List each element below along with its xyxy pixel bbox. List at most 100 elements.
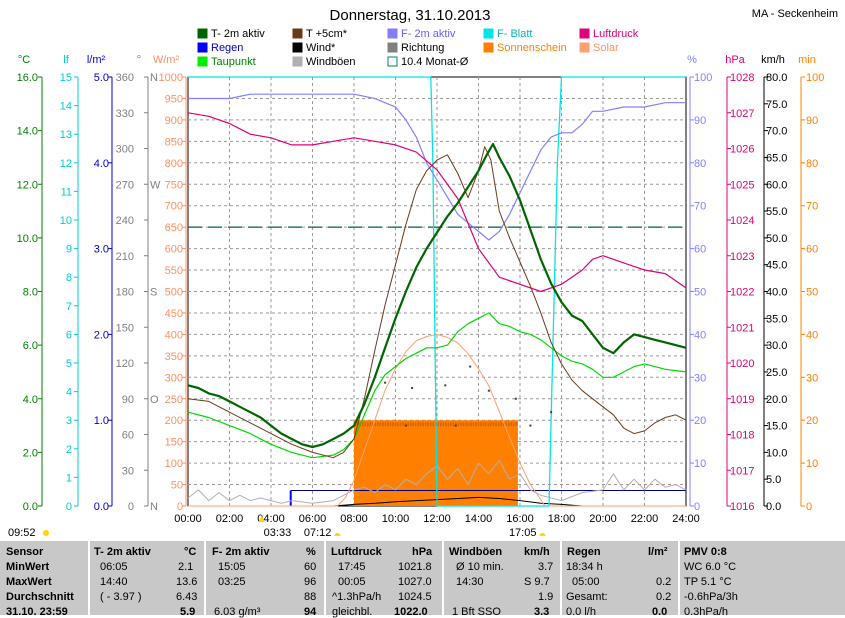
axis-tick-label-wind: 50.0	[766, 233, 787, 245]
legend-swatch	[387, 42, 398, 53]
chart-legend: T- 2m aktiv T +5cm* F- 2m aktiv F- Blatt Luf…	[197, 28, 639, 68]
axis-tick-label-wind: 40.0	[766, 287, 787, 299]
axis-tick-label-temp: 8.0	[23, 287, 38, 299]
legend-label: F- 2m aktiv	[401, 28, 456, 40]
stats-row-label-last: 31.10. 23:59	[6, 606, 68, 618]
legend-label: Regen	[211, 42, 243, 54]
legend-label: Windböen	[306, 56, 356, 68]
x-tick-label: 24:00	[672, 513, 700, 525]
axis-tick-label-lf: 13	[60, 129, 72, 141]
axis-tick-label-solar: 950	[165, 93, 183, 105]
legend-swatch	[483, 42, 494, 53]
axis-tick-label-wind: 25.0	[766, 367, 787, 379]
axis-tick-label-rain: 5.0	[94, 72, 109, 84]
axis-tick-label-press: 1016	[730, 501, 754, 513]
axis-tick-label-press: 1019	[730, 394, 754, 406]
legend-swatch	[579, 42, 590, 53]
stats-t2m-avg-note: ( - 3.97 )	[100, 591, 142, 603]
axis-tick-label-dir: 60	[122, 430, 134, 442]
legend-swatch	[579, 28, 590, 39]
stats-t2m-avg-value: 6.43	[176, 591, 198, 603]
wind-direction-point	[550, 411, 553, 414]
axis-tick-label-hum: 50	[694, 287, 706, 299]
stats-rain-last-value: 0.0	[652, 606, 668, 618]
axis-unit-temp: °C	[18, 54, 30, 66]
axis-tick-label-hum: 40	[694, 329, 706, 341]
axis-unit-rain: l/m²	[87, 54, 106, 66]
legend-swatch	[292, 28, 303, 39]
stats-f2m-min-time: 15:05	[218, 561, 246, 573]
axis-tick-label-hum: 30	[694, 372, 706, 384]
wind-direction-point	[404, 424, 407, 427]
axis-tick-label-lf: 2	[66, 444, 72, 456]
axis-tick-label-min: 20	[806, 415, 818, 427]
stats-pmv-r1: WC 6.0 °C	[684, 561, 737, 573]
axis-tick-label-wind: 35.0	[766, 313, 787, 325]
statistics-panel: Sensor MinWert MaxWert Durchschnitt 31.1…	[0, 541, 845, 618]
axis-tick-label-rain: 1.0	[94, 415, 109, 427]
legend-swatch	[483, 28, 494, 39]
axis-tick-label-lf: 5	[66, 358, 72, 370]
axis-tick-label-hum: 0	[694, 501, 700, 513]
legend-label: Taupunkt	[211, 56, 256, 68]
axis-tick-label-wind: 80.0	[766, 72, 787, 84]
axis-tick-label-press: 1021	[730, 322, 754, 334]
axis-tick-label-press: 1025	[730, 179, 754, 191]
axis-tick-label-rain: 2.0	[94, 329, 109, 341]
series-line-wind-	[188, 496, 686, 507]
stats-wind-last-note: 1 Bft SSO	[452, 606, 501, 618]
axis-tick-label-min: 90	[806, 115, 818, 127]
stats-f2m-last-value: 94	[304, 606, 317, 618]
legend-label: Solar	[593, 42, 619, 54]
stats-press-unit: hPa	[412, 546, 433, 558]
axis-tick-label-lf: 11	[61, 186, 72, 198]
series-line-luftdruck	[187, 112, 687, 293]
axis-unit-dir: °	[137, 54, 141, 66]
axis-tick-label-min: 30	[806, 372, 818, 384]
wind-direction-point	[444, 384, 447, 387]
axis-tick-label-press: 1020	[730, 358, 754, 370]
series-line-f-blatt	[188, 76, 686, 507]
axis-tick-label-wind: 65.0	[766, 152, 787, 164]
wind-direction-point	[384, 381, 387, 384]
weather-chart: Donnerstag, 31.10.2013 MA - Seckenheim T…	[8, 7, 838, 536]
axis-tick-label-hum: 80	[694, 158, 706, 170]
station-location: MA - Seckenheim	[752, 8, 838, 20]
axis-tick-label-wind: 10.0	[766, 447, 787, 459]
sunset-icon	[539, 533, 546, 536]
axis-unit-min: min	[798, 54, 816, 66]
plot-area	[187, 76, 687, 507]
moonset-time: 09:52	[8, 527, 36, 536]
axis-tick-label-rain: 0.0	[94, 501, 109, 513]
stats-press-last-value: 1022.0	[394, 606, 428, 618]
stats-wind-unit: km/h	[524, 546, 550, 558]
axis-tick-label-min: 10	[806, 458, 818, 470]
axis-tick-label-wind: 45.0	[766, 260, 787, 272]
legend-swatch	[292, 42, 303, 53]
axis-tick-label-lf: 14	[60, 101, 72, 113]
stats-rain-r1-time: 18:34 h	[566, 561, 603, 573]
series-line-windb-en	[187, 459, 687, 504]
stats-wind-title: Windböen	[449, 546, 503, 558]
axis-tick-label-lf: 4	[66, 387, 72, 399]
legend-label: Sonnenschein	[497, 42, 567, 54]
axis-tick-label-solar: 850	[165, 136, 183, 148]
legend-label: Wind*	[306, 42, 336, 54]
stats-pmv-r2: TP 5.1 °C	[684, 576, 732, 588]
stats-pmv-r3: -0.6hPa/3h	[684, 591, 738, 603]
chart-axes: 0.02.04.06.08.010.012.014.016.0012345678…	[8, 54, 824, 536]
axis-tick-label-temp: 2.0	[23, 447, 38, 459]
direction-letter: S	[150, 287, 157, 299]
axis-tick-label-solar: 450	[165, 308, 183, 320]
stats-t2m-min-time: 06:05	[100, 561, 128, 573]
stats-t2m-min-value: 2.1	[178, 561, 194, 573]
sunset-time: 17:05	[509, 527, 537, 536]
x-tick-label: 10:00	[382, 513, 410, 525]
legend-label: Richtung	[401, 42, 444, 54]
axis-tick-label-dir: 90	[122, 394, 134, 406]
stats-row-label-sensor: Sensor	[6, 546, 44, 558]
axis-tick-label-solar: 50	[171, 480, 183, 492]
axis-tick-label-min: 0	[806, 501, 812, 513]
stats-rain-unit: l/m²	[648, 546, 668, 558]
axis-tick-label-lf: 12	[60, 158, 72, 170]
